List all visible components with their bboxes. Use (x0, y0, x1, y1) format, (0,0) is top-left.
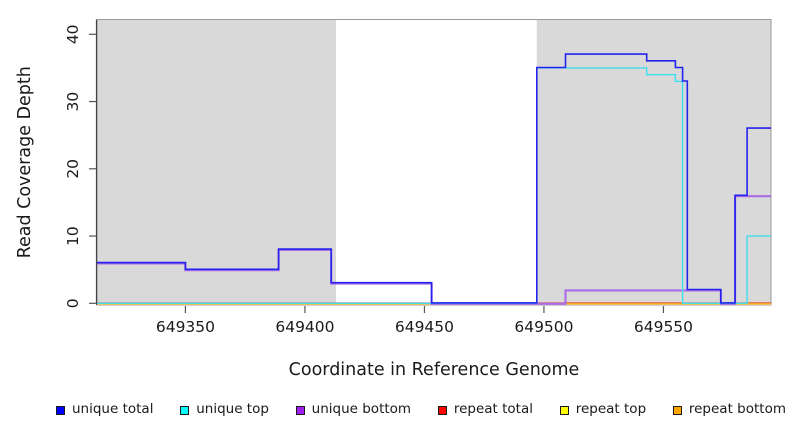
x-tick-label: 649450 (395, 318, 454, 336)
coverage-chart: 649350 649400 649450 649500 649550 0 10 20 30 40 C… (15, 19, 772, 380)
legend-label: repeat total (453, 401, 533, 418)
y-tick-label: 20 (64, 159, 82, 179)
shaded-region (97, 19, 337, 305)
legend-swatch-repeat-total (437, 405, 447, 415)
legend-swatch-repeat-top (559, 405, 569, 415)
legend-item-unique-top: unique top (180, 403, 269, 417)
legend-item-repeat-total: repeat total (437, 401, 533, 418)
y-tick-label: 0 (64, 298, 82, 308)
legend-label: unique top (196, 401, 269, 418)
legend-swatch-unique-total (56, 405, 65, 415)
legend-item-repeat-top: repeat top (559, 401, 647, 418)
legend-swatch-unique-top (180, 405, 190, 415)
legend-label: unique bottom (311, 401, 412, 418)
y-axis-title: Read Coverage Depth (15, 66, 35, 258)
y-tick-label: 40 (64, 24, 82, 44)
x-axis-title: Coordinate in Reference Genome (289, 360, 580, 380)
chart-legend: unique total unique top unique bottom repea… (0, 388, 792, 432)
legend-item-repeat-bottom: repeat bottom (672, 401, 786, 418)
y-tick-label: 30 (64, 92, 82, 112)
x-tick-label: 649350 (156, 318, 215, 336)
legend-item-unique-total: unique total (56, 403, 153, 417)
legend-label: repeat bottom (688, 401, 786, 418)
legend-swatch-unique-bottom (295, 405, 305, 415)
legend-label: repeat top (575, 401, 647, 418)
x-tick-label: 649550 (634, 318, 693, 336)
x-tick-label: 649500 (514, 318, 573, 336)
x-tick-label: 649400 (275, 318, 334, 336)
legend-swatch-repeat-bottom (672, 405, 682, 415)
shaded-region (536, 19, 771, 305)
legend-item-unique-bottom: unique bottom (295, 401, 412, 418)
y-tick-label: 10 (64, 226, 82, 246)
legend-label: unique total (72, 401, 154, 418)
series-line-unique-total (97, 53, 771, 304)
